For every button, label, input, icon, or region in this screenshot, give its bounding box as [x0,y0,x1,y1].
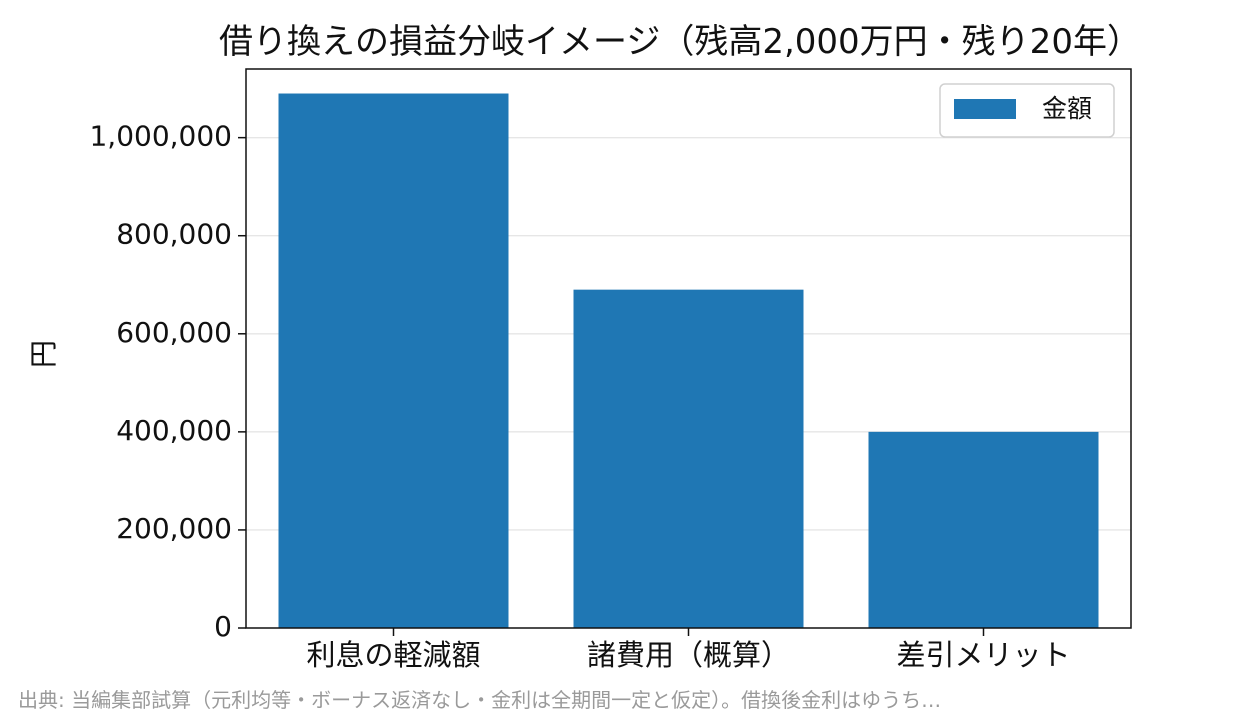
legend-box [939,83,1115,138]
legend-label: 金額 [1042,94,1092,123]
x-tick-label: 諸費用（概算） [587,638,790,672]
bar [278,93,509,628]
y-tick-label: 400,000 [116,414,232,447]
bar [868,431,1099,628]
bar-layer [278,93,1099,628]
source-note: 出典: 当編集部試算（元利均等・ボーナス返済なし・金利は全期間一定と仮定）。借換… [18,688,942,712]
y-tick-label: 1,000,000 [89,120,232,153]
y-tick-label: 800,000 [116,218,232,251]
x-tick-label: 差引メリット [896,638,1070,672]
x-tick-label: 利息の軽減額 [306,638,480,672]
axis-layer: 0 200,000 400,000 600,000 800,000 1,000,000 利息… [89,68,1132,672]
y-tick-label: 0 [214,610,232,643]
y-tick-label: 200,000 [116,512,232,545]
legend-layer: 金額 [939,83,1115,138]
y-tick-label: 600,000 [116,316,232,349]
bar [573,289,804,628]
legend-swatch [954,99,1016,119]
chart-title: 借り換えの損益分岐イメージ（残高2,000万円・残り20年） [219,22,1141,62]
